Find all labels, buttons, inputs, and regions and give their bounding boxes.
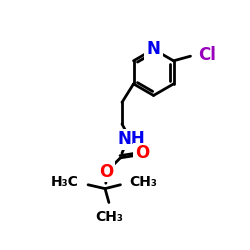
- Text: CH₃: CH₃: [95, 210, 123, 224]
- Text: Cl: Cl: [198, 46, 216, 64]
- Text: N: N: [146, 40, 160, 58]
- Text: H₃C: H₃C: [51, 176, 79, 190]
- Text: O: O: [100, 163, 114, 181]
- Text: NH: NH: [117, 130, 145, 148]
- Text: O: O: [135, 144, 149, 162]
- Text: CH₃: CH₃: [129, 176, 157, 190]
